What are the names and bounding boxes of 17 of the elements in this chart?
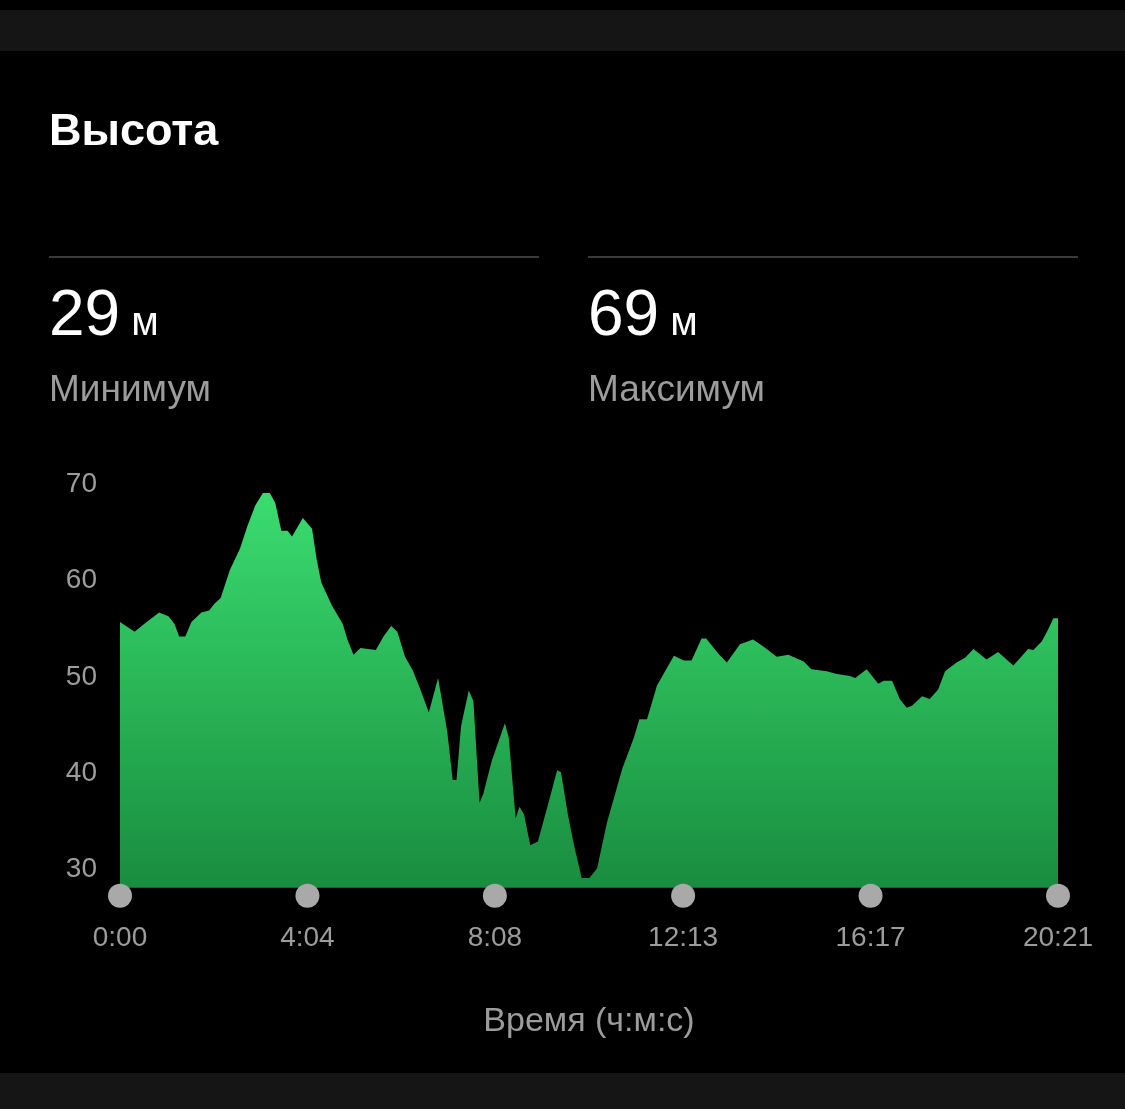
y-tick-label: 30	[65, 852, 97, 883]
x-tick-label: 16:17	[835, 921, 906, 953]
text: 69 м	[588, 277, 698, 349]
text: 29 м	[49, 277, 159, 349]
y-tick-label: 40	[65, 755, 97, 787]
y-tick-label: 60	[65, 563, 97, 595]
y-tick-label: 70	[65, 467, 97, 498]
x-tick-label: 8:08	[467, 921, 523, 953]
x-tick-label: 0:00	[92, 921, 148, 953]
x-tick-label: 4:04	[280, 921, 335, 953]
y-tick-label: 50	[65, 659, 97, 691]
chart-title: Высота	[49, 104, 219, 156]
x-tick-label: 12:13	[648, 921, 719, 953]
text: Минимум	[49, 367, 212, 411]
text: Максимум	[588, 367, 766, 411]
x-tick-label: 20:21	[1022, 921, 1094, 953]
x-axis-title: Время (ч:м:с)	[482, 1000, 696, 1039]
